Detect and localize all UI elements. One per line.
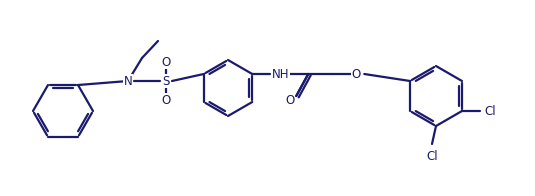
Text: Cl: Cl [426, 150, 438, 162]
Text: O: O [351, 67, 361, 81]
Text: O: O [162, 93, 171, 106]
Text: N: N [124, 74, 132, 87]
Text: S: S [162, 74, 170, 87]
Text: Cl: Cl [484, 104, 496, 117]
Text: O: O [162, 55, 171, 68]
Text: NH: NH [271, 67, 289, 81]
Text: O: O [286, 93, 295, 106]
